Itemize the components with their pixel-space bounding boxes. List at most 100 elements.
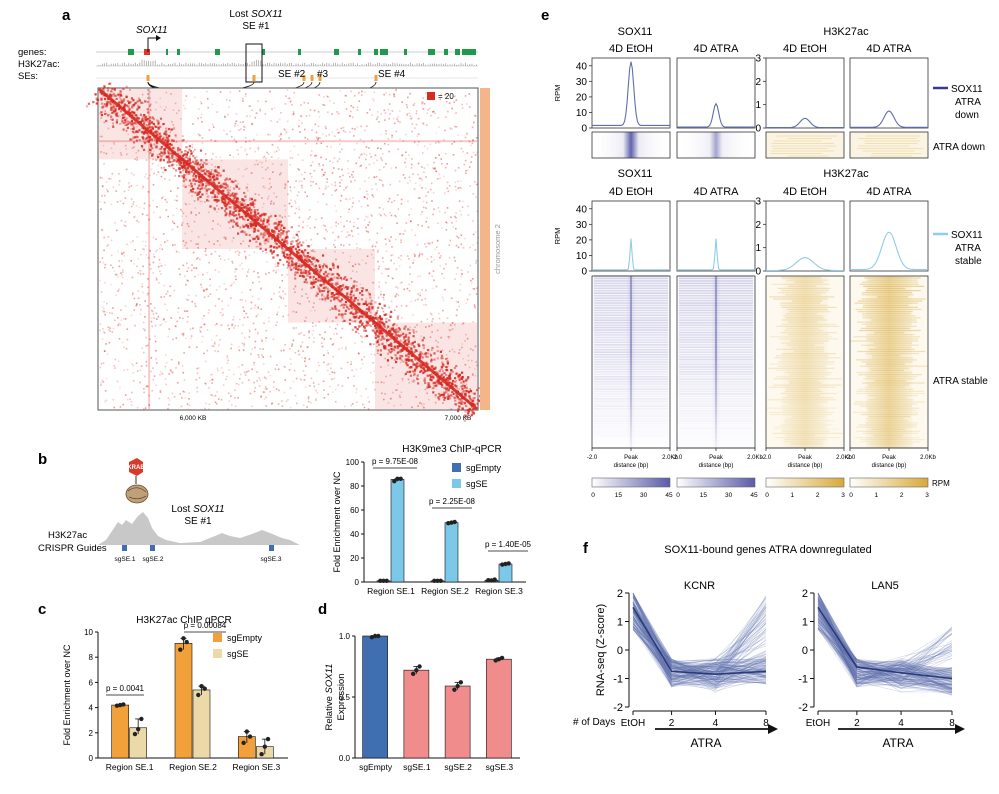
hic-contact-noise bbox=[143, 207, 145, 210]
hic-contact-noise bbox=[118, 288, 120, 291]
hic-contact-noise bbox=[153, 211, 155, 214]
hic-contact-noise bbox=[204, 201, 206, 203]
hic-contact-noise bbox=[429, 352, 432, 355]
hic-contact-noise bbox=[209, 293, 212, 295]
hic-contact-noise bbox=[331, 172, 334, 174]
hic-contact-noise bbox=[391, 277, 393, 279]
hic-contact-noise bbox=[317, 137, 320, 139]
hic-contact-noise bbox=[318, 163, 320, 165]
hic-contact-noise bbox=[214, 166, 217, 168]
hic-contact-noise bbox=[267, 371, 270, 373]
hic-contact-diag bbox=[367, 309, 370, 312]
hic-contact-noise bbox=[245, 167, 248, 170]
hic-contact-noise bbox=[274, 151, 276, 154]
hic-contact-noise bbox=[444, 192, 446, 194]
hic-contact-noise bbox=[178, 251, 180, 254]
hic-contact-noise bbox=[172, 220, 174, 223]
hic-contact-noise bbox=[300, 379, 303, 381]
hic-contact-diag bbox=[279, 258, 282, 262]
hic-contact-noise bbox=[120, 104, 123, 106]
hic-contact-noise bbox=[310, 154, 312, 157]
hic-contact-noise bbox=[356, 247, 358, 249]
hic-contact-noise bbox=[337, 384, 339, 386]
hic-contact-noise bbox=[111, 172, 114, 175]
hic-contact-noise bbox=[359, 138, 362, 141]
hic-contact-noise bbox=[166, 239, 169, 242]
hic-contact-noise bbox=[390, 254, 392, 257]
hic-contact-noise bbox=[106, 188, 108, 191]
hic-contact-noise bbox=[244, 374, 247, 376]
hic-contact-noise bbox=[307, 275, 310, 277]
hic-contact-noise bbox=[239, 298, 242, 301]
hic-contact-noise bbox=[306, 406, 308, 408]
hic-contact-noise bbox=[147, 278, 149, 280]
hic-contact-noise bbox=[435, 170, 438, 173]
hic-contact-noise bbox=[212, 220, 214, 222]
hic-contact-noise bbox=[372, 362, 374, 364]
hic-contact-diag bbox=[252, 214, 255, 217]
hic-contact-diag bbox=[272, 250, 275, 253]
hic-contact-noise bbox=[233, 138, 236, 141]
hic-contact-noise bbox=[339, 185, 341, 187]
hic-contact-noise bbox=[156, 362, 158, 364]
hic-contact-noise bbox=[325, 127, 327, 130]
hic-contact-noise bbox=[390, 214, 393, 217]
hic-contact-noise bbox=[436, 246, 438, 248]
hic-contact-noise bbox=[139, 273, 142, 275]
hic-contact-noise bbox=[390, 397, 392, 400]
hic-contact-diag bbox=[307, 245, 311, 248]
hic-contact-diag bbox=[199, 149, 203, 152]
hic-contact-noise bbox=[108, 113, 111, 116]
hic-contact-noise bbox=[279, 173, 281, 176]
hic-contact-noise bbox=[377, 268, 380, 270]
hic-contact-noise bbox=[443, 277, 445, 279]
hic-contact-noise bbox=[422, 206, 425, 209]
hic-contact-noise bbox=[256, 380, 258, 382]
hic-contact-noise bbox=[103, 350, 106, 352]
hic-contact-diag bbox=[444, 396, 447, 399]
hic-contact-noise bbox=[439, 368, 442, 371]
hic-contact-noise bbox=[447, 110, 449, 113]
hic-contact-noise bbox=[103, 236, 105, 239]
hic-contact-noise bbox=[448, 350, 451, 353]
hic-contact-noise bbox=[321, 168, 323, 171]
hic-contact-noise bbox=[433, 167, 435, 170]
hic-contact-noise bbox=[226, 357, 229, 359]
hic-contact-noise bbox=[182, 332, 185, 335]
hic-contact-noise bbox=[377, 310, 379, 312]
hic-contact-diag bbox=[356, 328, 359, 331]
hic-contact-noise bbox=[333, 102, 335, 104]
hic-contact-noise bbox=[399, 110, 401, 112]
hic-contact-noise bbox=[307, 217, 310, 220]
hic-contact-noise bbox=[254, 193, 257, 195]
hic-contact-noise bbox=[113, 365, 116, 367]
hic-contact-noise bbox=[110, 239, 113, 242]
se-mark bbox=[302, 75, 306, 81]
hic-contact-noise bbox=[190, 269, 193, 272]
hic-contact-noise bbox=[414, 255, 416, 258]
hic-contact-noise bbox=[280, 297, 283, 299]
hic-contact-noise bbox=[99, 366, 102, 369]
hic-contact-noise bbox=[253, 306, 256, 309]
hic-contact-noise bbox=[146, 177, 149, 180]
hic-contact-noise bbox=[382, 332, 385, 334]
hic-contact-noise bbox=[99, 261, 101, 263]
hic-contact-noise bbox=[195, 378, 198, 381]
hic-contact-noise bbox=[276, 321, 278, 323]
hic-contact-noise bbox=[264, 187, 266, 189]
hic-contact-noise bbox=[269, 182, 271, 185]
hic-contact-noise bbox=[435, 157, 437, 159]
hic-contact-noise bbox=[349, 131, 351, 133]
hic-contact-noise bbox=[375, 241, 378, 244]
hic-contact-noise bbox=[371, 194, 373, 196]
hic-contact-noise bbox=[336, 160, 339, 163]
hic-contact-noise bbox=[460, 187, 462, 189]
hic-contact-noise bbox=[308, 358, 311, 360]
hic-contact-noise bbox=[330, 274, 333, 276]
hic-contact-noise bbox=[363, 91, 366, 93]
hic-contact-noise bbox=[278, 291, 280, 293]
hic-contact-noise bbox=[471, 374, 474, 376]
hic-contact-noise bbox=[234, 397, 236, 399]
hic-contact-noise bbox=[287, 120, 289, 123]
hic-contact-noise bbox=[339, 305, 342, 307]
